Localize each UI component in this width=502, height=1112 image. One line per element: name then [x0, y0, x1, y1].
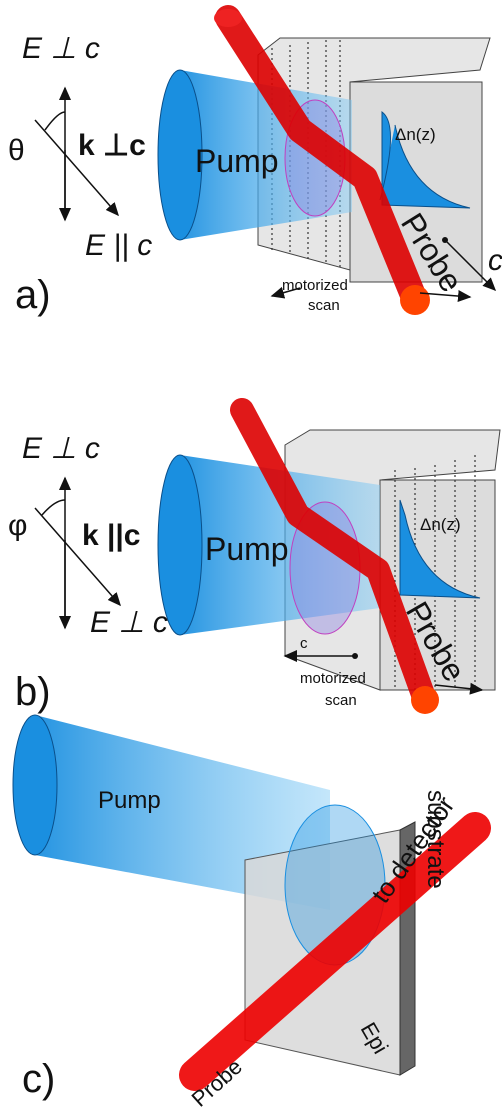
label: Pump — [205, 531, 289, 567]
label: c — [300, 635, 308, 652]
label: E ⊥ c — [22, 32, 100, 65]
label: c — [488, 244, 502, 277]
panel-b: E ⊥ c φ k ||c E ⊥ c Pump Δn(z) Probe c m… — [8, 410, 500, 714]
pump-aperture — [13, 715, 57, 855]
c-dot — [352, 653, 358, 659]
beam-end — [400, 285, 430, 315]
page: E ⊥ c θ k ⊥c E || c Pump Δn(z) Probe c m… — [0, 0, 502, 1112]
label: motorized — [282, 277, 348, 294]
label: Δn(z) — [420, 515, 461, 534]
angle-arc — [42, 500, 65, 515]
label: motorized — [300, 670, 366, 687]
beam-end — [411, 686, 439, 714]
label: Pump — [195, 143, 279, 179]
label: Δn(z) — [395, 125, 436, 144]
label: substrate — [422, 790, 449, 889]
panel-label: b) — [15, 670, 51, 714]
angle-arc — [45, 112, 65, 130]
beam-end — [214, 9, 242, 27]
figure: E ⊥ c θ k ⊥c E || c Pump Δn(z) Probe c m… — [0, 0, 502, 1112]
panel-label: c) — [22, 1057, 55, 1101]
label: scan — [325, 692, 357, 709]
label: θ — [8, 134, 25, 167]
label: Pump — [98, 787, 161, 814]
panel-a: E ⊥ c θ k ⊥c E || c Pump Δn(z) Probe c m… — [8, 9, 502, 317]
label: k ⊥c — [78, 129, 146, 162]
label: φ — [8, 509, 27, 542]
panel-c: Pump to detector substrate Epi Probe c) — [13, 715, 475, 1112]
label: E ⊥ c — [90, 606, 168, 639]
label: k ||c — [82, 519, 141, 552]
label: scan — [308, 297, 340, 314]
label: E ⊥ c — [22, 432, 100, 465]
label: E || c — [85, 229, 152, 262]
panel-label: a) — [15, 273, 51, 317]
